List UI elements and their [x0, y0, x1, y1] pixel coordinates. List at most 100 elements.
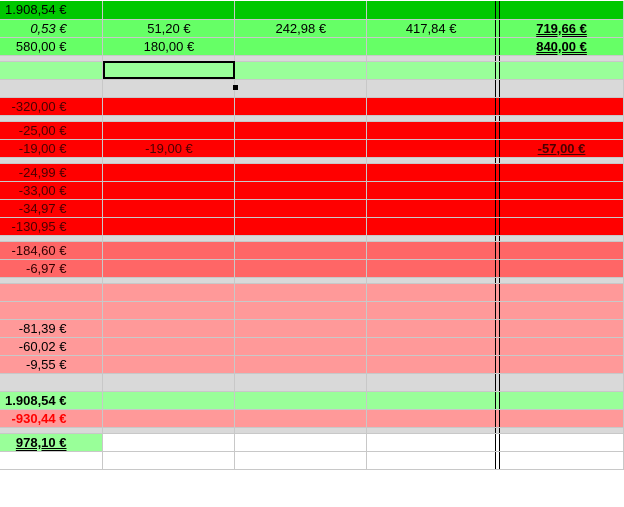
cell[interactable]: -24,99 €: [0, 163, 104, 182]
cell[interactable]: [102, 241, 236, 260]
cell[interactable]: [0, 301, 104, 320]
cell[interactable]: [102, 409, 236, 428]
cell[interactable]: -33,00 €: [0, 181, 104, 200]
cell[interactable]: [234, 61, 368, 80]
cell[interactable]: 1.908,54 €: [0, 391, 104, 410]
cell[interactable]: [102, 427, 236, 434]
cell[interactable]: [366, 337, 496, 356]
cell[interactable]: 0,53 €: [0, 19, 104, 38]
cell[interactable]: [499, 319, 624, 338]
cell[interactable]: [102, 319, 236, 338]
cell[interactable]: [499, 79, 624, 98]
cell[interactable]: [0, 283, 104, 302]
cell[interactable]: [499, 259, 624, 278]
cell[interactable]: [234, 235, 368, 242]
cell[interactable]: [102, 199, 236, 218]
cell[interactable]: [234, 1, 368, 20]
cell[interactable]: [102, 217, 236, 236]
cell[interactable]: [234, 409, 368, 428]
cell[interactable]: -130,95 €: [0, 217, 104, 236]
cell[interactable]: [234, 55, 368, 62]
cell[interactable]: [366, 433, 496, 452]
cell[interactable]: [366, 355, 496, 374]
cell[interactable]: [234, 337, 368, 356]
selected-cell[interactable]: [102, 61, 236, 80]
cell[interactable]: 978,10 €: [0, 433, 104, 452]
cell[interactable]: -9,55 €: [0, 355, 104, 374]
cell[interactable]: -184,60 €: [0, 241, 104, 260]
cell[interactable]: [0, 61, 104, 80]
cell[interactable]: [366, 121, 496, 140]
cell[interactable]: [499, 241, 624, 260]
cell[interactable]: [102, 157, 236, 164]
cell[interactable]: [366, 391, 496, 410]
cell[interactable]: -25,00 €: [0, 121, 104, 140]
cell[interactable]: [0, 451, 104, 470]
cell[interactable]: [102, 1, 236, 20]
cell[interactable]: [234, 451, 368, 470]
cell[interactable]: [234, 241, 368, 260]
cell[interactable]: -930,44 €: [0, 409, 104, 428]
cell[interactable]: [499, 115, 624, 122]
cell[interactable]: [499, 301, 624, 320]
cell[interactable]: [366, 61, 496, 80]
cell[interactable]: [499, 97, 624, 116]
cell[interactable]: 1.908,54 €: [0, 1, 104, 20]
cell[interactable]: [499, 199, 624, 218]
cell[interactable]: [499, 1, 624, 20]
cell[interactable]: [499, 55, 624, 62]
cell[interactable]: [234, 355, 368, 374]
cell[interactable]: [499, 433, 624, 452]
cell[interactable]: [499, 427, 624, 434]
cell[interactable]: [499, 451, 624, 470]
cell[interactable]: [234, 391, 368, 410]
cell[interactable]: [499, 163, 624, 182]
cell[interactable]: [366, 409, 496, 428]
cell[interactable]: [102, 115, 236, 122]
cell[interactable]: [0, 115, 104, 122]
cell[interactable]: [234, 157, 368, 164]
cell[interactable]: [234, 433, 368, 452]
cell[interactable]: 580,00 €: [0, 37, 104, 56]
cell[interactable]: -60,02 €: [0, 337, 104, 356]
cell[interactable]: -6,97 €: [0, 259, 104, 278]
cell[interactable]: [366, 427, 496, 434]
cell[interactable]: [0, 79, 104, 98]
cell[interactable]: [102, 235, 236, 242]
cell[interactable]: [234, 79, 368, 98]
fill-handle[interactable]: [233, 85, 238, 90]
cell[interactable]: [102, 355, 236, 374]
cell[interactable]: [234, 259, 368, 278]
cell[interactable]: [102, 301, 236, 320]
cell[interactable]: [0, 427, 104, 434]
cell[interactable]: 51,20 €: [102, 19, 236, 38]
cell[interactable]: [499, 235, 624, 242]
cell[interactable]: [366, 235, 496, 242]
cell[interactable]: [102, 433, 236, 452]
cell[interactable]: [499, 61, 624, 80]
cell[interactable]: [366, 139, 496, 158]
cell[interactable]: [234, 283, 368, 302]
cell[interactable]: [499, 283, 624, 302]
cell[interactable]: [102, 373, 236, 392]
cell[interactable]: [366, 97, 496, 116]
cell[interactable]: 719,66 €: [499, 19, 624, 38]
cell[interactable]: [102, 163, 236, 182]
cell[interactable]: [0, 277, 104, 284]
cell[interactable]: [0, 373, 104, 392]
cell[interactable]: [102, 97, 236, 116]
cell[interactable]: [102, 337, 236, 356]
cell[interactable]: [234, 37, 368, 56]
cell[interactable]: [499, 121, 624, 140]
cell[interactable]: [234, 163, 368, 182]
cell[interactable]: [234, 301, 368, 320]
cell[interactable]: [366, 37, 496, 56]
cell[interactable]: [366, 451, 496, 470]
cell[interactable]: [366, 163, 496, 182]
cell[interactable]: 242,98 €: [234, 19, 368, 38]
cell[interactable]: [102, 181, 236, 200]
cell[interactable]: [102, 55, 236, 62]
cell[interactable]: [234, 427, 368, 434]
cell[interactable]: [102, 277, 236, 284]
cell[interactable]: -320,00 €: [0, 97, 104, 116]
